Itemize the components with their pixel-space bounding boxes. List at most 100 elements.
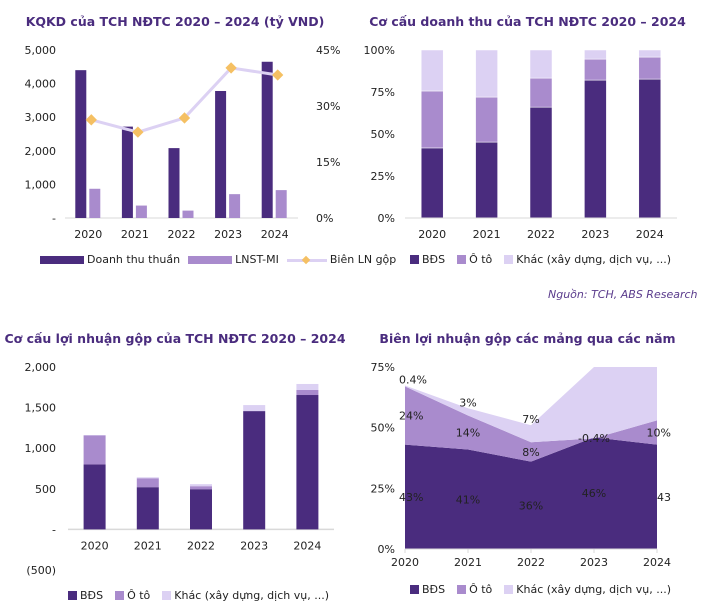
x-tick-label: 2020 [74, 228, 102, 241]
bar-segment-khac [529, 49, 553, 79]
y-tick-label: 50% [371, 422, 395, 435]
bar-profit [275, 190, 287, 218]
y-tick-label: 75% [371, 86, 395, 99]
legend-swatch-oto [457, 585, 467, 594]
legend-swatch-bds [68, 591, 77, 600]
legend-bien-ln: BĐS Ô tô Khác (xây dựng, dịch vụ, ...) [410, 583, 671, 596]
bar-segment-khac [190, 484, 212, 487]
legend-label: Biên LN gộp [329, 253, 397, 266]
area-bds [405, 437, 657, 549]
y-tick-label: 1,500 [25, 402, 57, 415]
y-tick-label: 50% [371, 128, 395, 141]
x-tick-label: 2023 [581, 228, 609, 241]
data-label: 3% [459, 396, 476, 409]
legend-swatch-khac [504, 255, 514, 264]
y-tick-label: 1,000 [25, 178, 57, 191]
legend-label: Doanh thu thuần [87, 253, 181, 266]
x-tick-label: 2024 [261, 228, 289, 241]
legend-swatch-bds [410, 585, 419, 594]
y-right-tick-label: 45% [316, 44, 340, 57]
bar-segment-khac [296, 383, 319, 390]
bar-segment-khac [420, 49, 444, 92]
margin-marker [178, 112, 191, 124]
legend-item-khac: Khác (xây dựng, dịch vụ, ...) [504, 253, 671, 266]
legend-item-revenue: Doanh thu thuần [40, 253, 180, 266]
legend-item-khac: Khác (xây dựng, dịch vụ, ...) [162, 589, 329, 602]
legend-swatch-bds [410, 255, 419, 264]
legend-label: Ô tô [469, 583, 493, 596]
y-tick-label: 3,000 [25, 111, 57, 124]
legend-label: BĐS [422, 253, 446, 266]
data-label: 8% [522, 446, 539, 459]
legend-item-profit: LNST-MI [188, 253, 279, 266]
bar-revenue [215, 90, 227, 218]
legend-label: Khác (xây dựng, dịch vụ, ...) [516, 583, 671, 596]
legend-item-margin: Biên LN gộp [286, 253, 397, 266]
data-label: 7% [522, 413, 539, 426]
x-tick-label: 2023 [580, 556, 608, 569]
legend-label: BĐS [422, 583, 446, 596]
bar-segment-bds [83, 464, 106, 530]
y-tick-label: 500 [35, 483, 56, 496]
x-tick-label: 2021 [454, 556, 482, 569]
x-tick-label: 2020 [81, 539, 109, 552]
legend-item-bds: BĐS [410, 253, 445, 266]
bar-revenue [261, 61, 273, 219]
y-right-tick-label: 15% [316, 156, 340, 169]
data-label: 36% [519, 499, 543, 512]
data-label: 14% [456, 427, 480, 440]
x-tick-label: 2020 [418, 228, 446, 241]
legend-label: LNST-MI [235, 253, 279, 266]
bar-revenue [121, 126, 133, 218]
bar-segment-oto [83, 435, 106, 465]
legend-cocau-ln: BĐS Ô tô Khác (xây dựng, dịch vụ, ...) [68, 589, 329, 602]
legend-label: Khác (xây dựng, dịch vụ, ...) [174, 589, 329, 602]
x-tick-label: 2022 [517, 556, 545, 569]
y-right-tick-label: 0% [316, 212, 333, 225]
legend-swatch-khac [162, 591, 172, 600]
x-tick-label: 2020 [391, 556, 419, 569]
bar-segment-khac [243, 405, 266, 412]
legend-label: Ô tô [469, 253, 493, 266]
chart-title-cocau-dt: Cơ cấu doanh thu của TCH NĐTC 2020 – 202… [369, 14, 686, 29]
y-tick-label: 2,000 [25, 145, 57, 158]
y-tick-label: - [52, 523, 56, 536]
legend-item-khac: Khác (xây dựng, dịch vụ, ...) [504, 583, 671, 596]
bar-segment-khac [136, 477, 159, 479]
y-tick-label: 2,000 [25, 361, 57, 374]
x-tick-label: 2022 [187, 539, 215, 552]
chart-cocau-dt: 0% 25% 50% 75% 100% 2020 2021 2022 2023 2024 [364, 44, 677, 241]
bar-segment-oto [136, 478, 159, 488]
legend-item-oto: Ô tô [457, 583, 492, 596]
data-label: 43 [657, 491, 671, 504]
bar-segment-khac [638, 49, 662, 58]
y-tick-label: 25% [371, 170, 395, 183]
chart-title-kqkd: KQKD của TCH NĐTC 2020 – 2024 (tỷ VND) [25, 14, 325, 29]
legend-swatch-revenue [40, 255, 84, 264]
y-tick-label: 100% [364, 44, 395, 57]
chart-kqkd: - 1,000 2,000 3,000 4,000 5,000 0% 15% 30% 45% 202… [25, 44, 341, 241]
data-label: -0.4% [578, 432, 610, 445]
bar-profit [89, 188, 101, 218]
legend-swatch-profit [188, 255, 233, 264]
bar-segment-khac [475, 49, 498, 98]
y-tick-label: 0% [378, 212, 395, 225]
data-label: 24% [399, 410, 423, 423]
data-label: 41% [456, 493, 480, 506]
legend-label: Ô tô [127, 589, 151, 602]
legend-item-bds: BĐS [68, 589, 103, 602]
y-tick-label: 4,000 [25, 78, 57, 91]
x-tick-label: 2024 [636, 228, 664, 241]
y-tick-label: 0% [378, 543, 395, 556]
data-label: 46% [582, 487, 606, 500]
data-label: 0.4% [399, 373, 427, 386]
bar-segment-khac [584, 49, 607, 60]
y-tick-label: - [52, 212, 56, 225]
area-khac [405, 367, 657, 443]
x-tick-label: 2022 [168, 228, 196, 241]
bar-profit [135, 205, 147, 218]
y-tick-label: 5,000 [25, 44, 57, 57]
legend-swatch-oto [457, 255, 467, 264]
bar-segment-bds [243, 411, 266, 530]
